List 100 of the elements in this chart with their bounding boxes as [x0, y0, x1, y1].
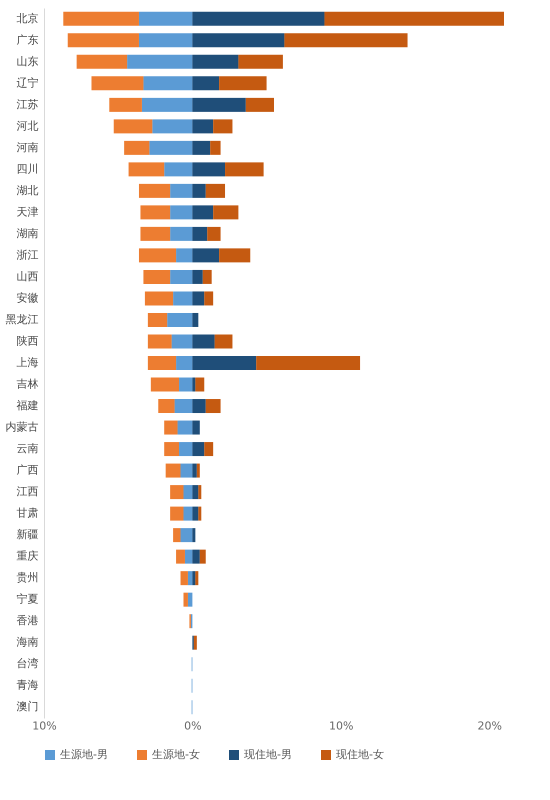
x-tick-label: 10%: [329, 720, 354, 732]
bar: [140, 205, 170, 220]
bar: [170, 270, 192, 284]
y-tick-label: 澳门: [16, 700, 38, 714]
x-tick-label: 10%: [32, 720, 57, 732]
legend-label: 生源地-女: [152, 748, 200, 761]
bar: [198, 506, 202, 521]
bar: [144, 291, 174, 306]
bar: [206, 399, 221, 414]
bar: [128, 162, 164, 176]
y-tick-label: 安徽: [16, 291, 38, 304]
bar: [192, 98, 246, 112]
bar: [188, 571, 192, 586]
bar: [188, 592, 192, 607]
bar: [170, 184, 192, 198]
bar: [164, 442, 180, 456]
y-tick-label: 香港: [16, 614, 38, 628]
bar: [192, 12, 324, 26]
bar: [196, 464, 200, 478]
bar: [166, 464, 181, 478]
bar: [176, 356, 192, 370]
bar: [192, 54, 238, 69]
bar: [192, 399, 206, 414]
y-tick-label: 山西: [16, 270, 38, 283]
bar: [192, 334, 215, 348]
bar: [225, 162, 264, 176]
bar: [124, 140, 150, 155]
y-tick-label: 湖南: [16, 226, 38, 240]
y-tick-label: 河南: [16, 140, 38, 154]
bar: [138, 184, 170, 198]
bar: [198, 485, 202, 500]
y-tick-label: 陕西: [16, 334, 38, 348]
bar: [192, 226, 208, 241]
y-tick-label: 天津: [16, 205, 38, 218]
y-tick-label: 云南: [16, 442, 38, 456]
y-tick-label: 黑龙江: [6, 312, 38, 326]
bar: [140, 226, 170, 241]
bar: [192, 528, 196, 542]
x-tick-label: 0%: [184, 720, 202, 732]
bar: [138, 12, 192, 26]
y-tick-label: 江苏: [16, 98, 38, 111]
bar: [214, 334, 232, 348]
bar: [192, 291, 204, 306]
y-tick-label: 宁夏: [16, 592, 38, 606]
bar: [174, 399, 192, 414]
bar: [192, 464, 197, 478]
y-tick-label: 海南: [16, 636, 38, 649]
bar: [138, 33, 192, 48]
bar: [76, 54, 128, 69]
bar: [170, 506, 184, 521]
y-tick-label: 青海: [16, 678, 38, 692]
bar: [192, 140, 210, 155]
bar: [195, 378, 204, 392]
y-tick-label: 山东: [16, 54, 38, 68]
bar: [170, 205, 192, 220]
x-tick-label: 20%: [477, 720, 502, 732]
bar: [192, 571, 196, 586]
legend-label: 现住地-女: [336, 748, 384, 761]
bar: [192, 312, 198, 327]
bar: [63, 12, 139, 26]
y-tick-label: 贵州: [16, 571, 38, 584]
bar: [180, 528, 192, 542]
bar: [149, 140, 192, 155]
bar: [206, 184, 226, 198]
bar: [192, 420, 200, 435]
bar: [176, 248, 192, 262]
bar: [142, 98, 192, 112]
y-tick-label: 重庆: [16, 550, 38, 563]
bar: [148, 334, 172, 348]
bar: [179, 442, 192, 456]
bar: [170, 226, 192, 241]
bar: [192, 205, 214, 220]
bar: [173, 528, 181, 542]
bar: [284, 33, 408, 48]
y-tick-label: 上海: [16, 356, 38, 369]
bar: [219, 248, 250, 262]
y-tick-label: 辽宁: [16, 76, 38, 90]
bar: [152, 119, 192, 134]
bar: [143, 270, 170, 284]
bar: [192, 442, 204, 456]
bar: [192, 270, 203, 284]
bar: [91, 76, 144, 90]
y-tick-label: 福建: [16, 399, 38, 412]
bar: [192, 378, 196, 392]
bar: [143, 76, 192, 90]
bar: [114, 119, 152, 134]
bar: [176, 550, 185, 564]
y-tick-label: 河北: [16, 119, 38, 132]
y-tick-label: 四川: [16, 162, 38, 176]
bar: [138, 248, 176, 262]
bar: [180, 464, 192, 478]
bar: [207, 226, 221, 241]
bar: [192, 33, 284, 48]
bar: [192, 550, 200, 564]
y-tick-label: 湖北: [16, 184, 38, 197]
bar: [178, 420, 192, 435]
bar: [213, 205, 238, 220]
bar: [68, 33, 139, 48]
bar: [167, 312, 192, 327]
bar: [246, 98, 274, 112]
